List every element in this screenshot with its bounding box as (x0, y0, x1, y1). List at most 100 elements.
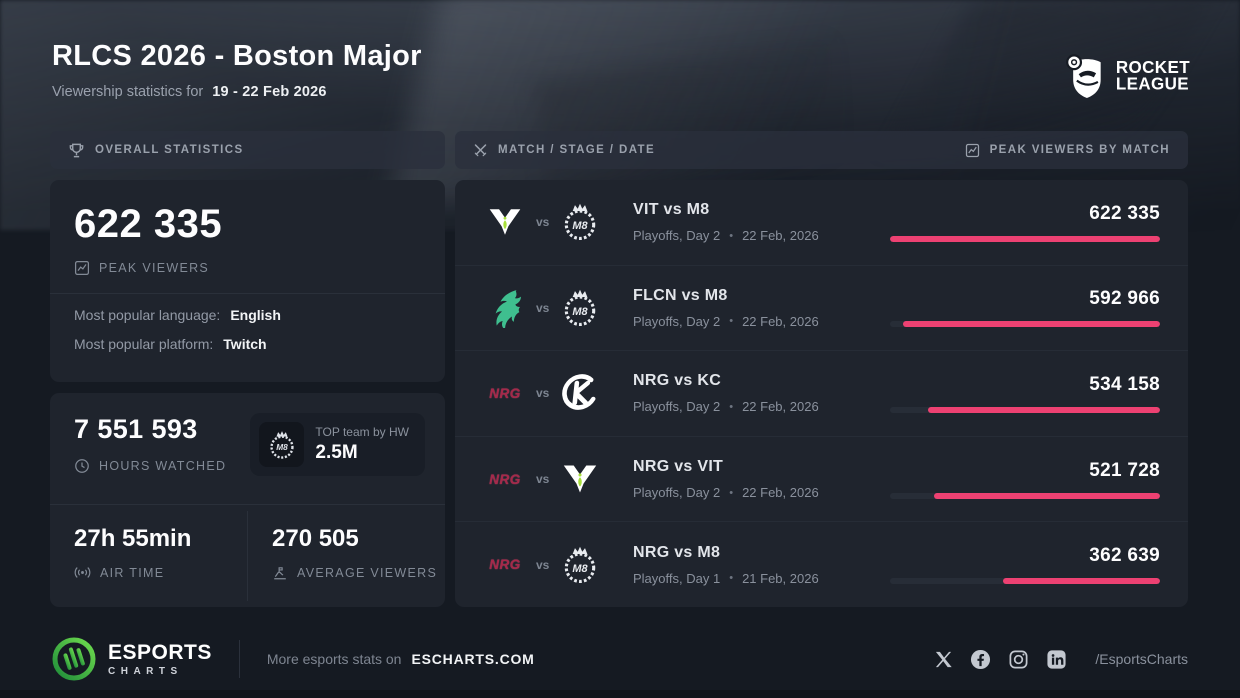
social-handle: /EsportsCharts (1095, 651, 1188, 667)
esports-charts-icon (52, 637, 96, 681)
match-stat: 521 728 (890, 460, 1160, 499)
area-chart-icon (272, 565, 288, 581)
top-team-value: 2.5M (315, 442, 358, 463)
match-title: NRG vs M8 (633, 543, 721, 561)
divider (238, 640, 240, 678)
bar-fill (928, 406, 1160, 413)
match-meta: Playoffs, Day 2 • 22 Feb, 2026 (633, 485, 890, 500)
average-viewers-stat: 270 505 AVERAGE VIEWERS (248, 505, 445, 607)
meta-dot: • (729, 315, 734, 328)
air-time-stat: 27h 55min AIR TIME (50, 505, 247, 607)
svg-text:M8: M8 (573, 220, 589, 232)
match-teams: vs M8 (483, 287, 611, 329)
esports-charts-logo: ESPORTS CHARTS (52, 637, 212, 681)
team-logo-m8-icon: M8 (558, 287, 602, 329)
line-chart-icon (74, 260, 90, 276)
match-meta: Playoffs, Day 1 • 21 Feb, 2026 (633, 571, 890, 586)
bar-track (890, 321, 1160, 328)
divider (247, 511, 248, 601)
hours-watched-label: HOURS WATCHED (99, 459, 227, 473)
bar-fill (902, 321, 1160, 328)
x-twitter-icon[interactable] (934, 650, 953, 669)
peak-viewers-label-row: PEAK VIEWERS (74, 260, 421, 276)
match-stage: Playoffs, Day 2 (633, 399, 721, 415)
instagram-icon[interactable] (1008, 649, 1029, 670)
team-logo-nrg-icon: NRG (489, 471, 521, 487)
match-meta: Playoffs, Day 2 • 22 Feb, 2026 (633, 228, 890, 243)
match-list: vs M8 VIT vs M8 Playoffs, Day 2 (455, 180, 1188, 607)
page-subtitle: Viewership statistics for 19 - 22 Feb 202… (52, 84, 422, 100)
bar-track (890, 492, 1160, 499)
meta-dot: • (729, 400, 734, 413)
matches-panel: MATCH / STAGE / DATE PEAK VIEWERS BY MAT… (455, 131, 1188, 607)
match-date: 21 Feb, 2026 (742, 570, 819, 586)
overall-statistics-panel: OVERALL STATISTICS 622 335 PEAK VIEWERS … (50, 131, 445, 607)
main-content: OVERALL STATISTICS 622 335 PEAK VIEWERS … (50, 131, 1188, 607)
match-info: NRG vs M8 Playoffs, Day 1 • 21 Feb, 2026 (633, 544, 890, 586)
match-row: NRG vs NRG vs KC (455, 350, 1188, 436)
match-teams: NRG vs (483, 372, 611, 414)
match-row: vs M8 FLCN vs M8 Playoffs, Day 2 (455, 264, 1188, 351)
match-date: 22 Feb, 2026 (742, 399, 819, 415)
team-logo-m8-icon: M8 (558, 544, 602, 586)
team-logo-nrg-icon: NRG (489, 385, 521, 401)
hours-watched-card: 7 551 593 HOURS WATCHED (50, 393, 445, 607)
escharts-link[interactable]: ESCHARTS.COM (411, 651, 535, 667)
popular-platform-value: Twitch (223, 336, 267, 352)
air-time-label-row: AIR TIME (74, 565, 247, 580)
broadcast-icon (74, 565, 91, 580)
peak-viewers-by-match-title: PEAK VIEWERS BY MATCH (989, 144, 1170, 156)
social-links (934, 649, 1067, 670)
team-logo-karmine-corp-icon (558, 372, 602, 414)
rocket-league-shield-icon (1064, 52, 1108, 100)
header-text: RLCS 2026 - Boston Major Viewership stat… (52, 40, 422, 100)
vs-label: vs (536, 215, 550, 230)
popular-language-row: Most popular language: English (74, 307, 421, 323)
bar-track (890, 235, 1160, 242)
popular-language-label: Most popular language: (74, 307, 221, 323)
match-info: VIT vs M8 Playoffs, Day 2 • 22 Feb, 2026 (633, 201, 890, 243)
facebook-icon[interactable] (970, 649, 991, 670)
peak-viewers-value: 622 335 (74, 202, 223, 246)
match-stage: Playoffs, Day 1 (633, 570, 721, 586)
match-title: NRG vs VIT (633, 458, 724, 476)
match-stage: Playoffs, Day 2 (633, 485, 721, 501)
match-info: NRG vs KC Playoffs, Day 2 • 22 Feb, 2026 (633, 372, 890, 414)
team-logo-m8-icon: M8 (558, 201, 602, 243)
bar-fill (890, 235, 1160, 242)
vs-label: vs (536, 472, 550, 487)
meta-dot: • (729, 229, 734, 242)
footer: ESPORTS CHARTS More esports stats on ESC… (0, 628, 1240, 690)
bar-fill (1002, 578, 1160, 585)
match-title: VIT vs M8 (633, 201, 710, 219)
match-title: NRG vs KC (633, 372, 722, 390)
overall-statistics-header: OVERALL STATISTICS (50, 131, 445, 169)
vs-label: vs (536, 386, 550, 401)
team-logo-m8: M8 (259, 422, 305, 467)
hours-watched-stat: 7 551 593 HOURS WATCHED (74, 414, 226, 474)
match-peak-value: 622 335 (1089, 202, 1160, 224)
match-date: 22 Feb, 2026 (742, 228, 819, 244)
airtime-average-section: 27h 55min AIR TIME (50, 505, 445, 607)
match-date: 22 Feb, 2026 (742, 313, 819, 329)
match-stat: 534 158 (890, 374, 1160, 413)
air-time-label: AIR TIME (100, 565, 165, 580)
svg-text:M8: M8 (573, 306, 589, 318)
footer-tagline: More esports stats on (266, 651, 402, 667)
divider (50, 293, 445, 294)
top-team-card: M8 TOP team by HW 2.5M (250, 413, 425, 476)
match-stat: 362 639 (890, 545, 1160, 585)
subtitle-prefix: Viewership statistics for (52, 84, 204, 100)
match-peak-value: 534 158 (1089, 373, 1160, 395)
linkedin-icon[interactable] (1046, 649, 1067, 670)
peak-viewers-card: 622 335 PEAK VIEWERS Most popular langua… (50, 180, 445, 382)
match-peak-value: 362 639 (1089, 545, 1160, 567)
match-row: NRG vs M8 NRG vs M8 P (455, 521, 1188, 607)
average-viewers-label-row: AVERAGE VIEWERS (272, 565, 445, 581)
meta-dot: • (729, 572, 734, 585)
team-logo-falcons-icon (483, 288, 527, 328)
crossed-swords-icon (473, 143, 488, 158)
bottom-strip (0, 690, 1240, 698)
rocket-league-wordmark: ROCKET LEAGUE (1115, 57, 1190, 94)
